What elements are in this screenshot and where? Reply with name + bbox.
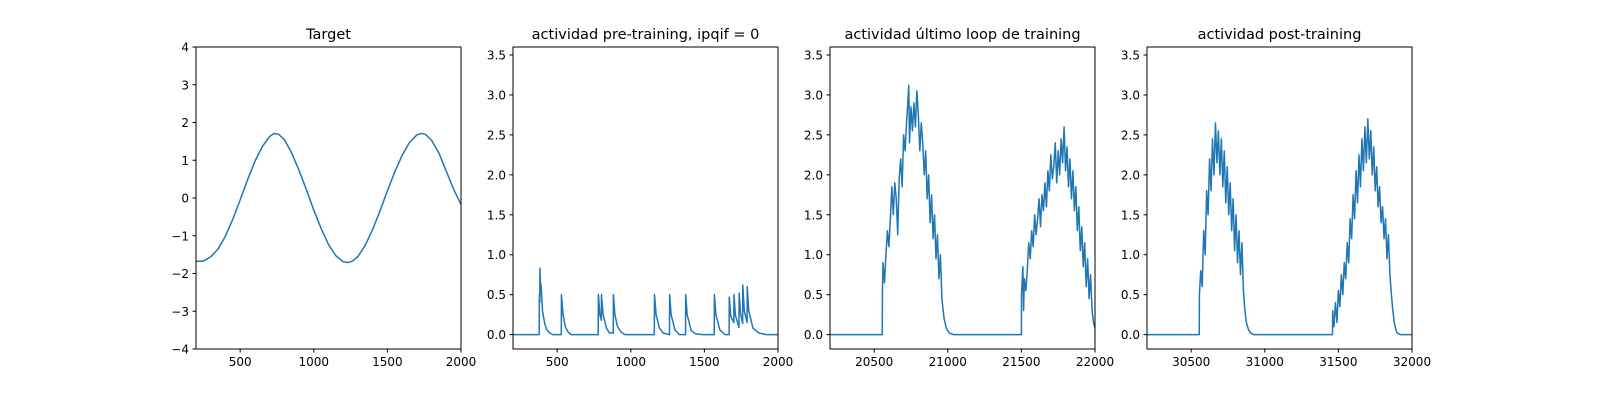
subplot-title: actividad pre-training, ipqif = 0: [532, 27, 760, 43]
y-tick-label: 3.0: [804, 88, 823, 102]
subplot-target: Target 500 1000 1500 2000 −4 −3 −2 −1 0 1 2 3 4: [171, 27, 476, 369]
y-tick-label: 1.0: [804, 248, 823, 262]
y-tick-label: 2: [181, 116, 189, 130]
y-tick-label: 0: [181, 192, 189, 206]
subplot-last-training-loop: actividad último loop de training 20500 2…: [804, 27, 1114, 369]
series-line-0: [1147, 118, 1412, 336]
series-line-0: [830, 84, 1095, 336]
x-tick-label: 2000: [763, 355, 794, 369]
x-tick-label: 20500: [855, 355, 893, 369]
y-tick-label: 1: [181, 154, 189, 168]
y-tick-label: 3: [181, 78, 189, 92]
plot-area: [1147, 118, 1412, 336]
y-tick-label: −2: [171, 267, 189, 281]
subplot-pre-training: actividad pre-training, ipqif = 0 500 100…: [487, 27, 793, 369]
y-tick-label: 0.5: [487, 288, 506, 302]
y-tick-label: 2.5: [1121, 128, 1140, 142]
x-tick-label: 500: [229, 355, 252, 369]
y-tick-label: 4: [181, 41, 189, 55]
x-axis: 500 1000 1500 2000: [546, 349, 794, 369]
subplot-post-training: actividad post-training 30500 31000 31500 3…: [1121, 27, 1431, 369]
x-tick-label: 1000: [299, 355, 330, 369]
y-tick-label: 2.0: [1121, 168, 1140, 182]
axes-frame: [512, 46, 779, 350]
x-tick-label: 21000: [929, 355, 967, 369]
plot-area: [196, 132, 461, 264]
x-axis: 500 1000 1500 2000: [229, 349, 477, 369]
y-tick-label: 0.5: [804, 288, 823, 302]
x-tick-label: 30500: [1172, 355, 1210, 369]
y-tick-label: 0.0: [1121, 328, 1140, 342]
plot-area: [513, 267, 778, 336]
x-tick-label: 31500: [1319, 355, 1357, 369]
series-line-0: [196, 132, 461, 264]
y-tick-label: 3.5: [1121, 48, 1140, 62]
y-tick-label: 3.5: [487, 48, 506, 62]
x-tick-label: 31000: [1246, 355, 1284, 369]
x-tick-label: 32000: [1393, 355, 1431, 369]
y-tick-label: −3: [171, 305, 189, 319]
y-tick-label: 1.5: [804, 208, 823, 222]
subplot-title: Target: [305, 27, 351, 43]
y-tick-label: 2.5: [487, 128, 506, 142]
subplot-title: actividad último loop de training: [844, 27, 1080, 43]
subplot-title: actividad post-training: [1198, 27, 1362, 43]
y-axis: 0.0 0.5 1.0 1.5 2.0 2.5 3.0 3.5: [804, 48, 830, 342]
y-tick-label: 3.0: [1121, 88, 1140, 102]
y-tick-label: 0.0: [804, 328, 823, 342]
x-tick-label: 1500: [689, 355, 720, 369]
y-tick-label: −1: [171, 229, 189, 243]
x-tick-label: 22000: [1076, 355, 1114, 369]
y-tick-label: 2.5: [804, 128, 823, 142]
x-tick-label: 1500: [372, 355, 403, 369]
axes-frame: [829, 46, 1096, 350]
y-tick-label: 1.0: [487, 248, 506, 262]
y-axis: 0.0 0.5 1.0 1.5 2.0 2.5 3.0 3.5: [1121, 48, 1147, 342]
plot-area: [830, 84, 1095, 336]
y-tick-label: 1.0: [1121, 248, 1140, 262]
y-tick-label: 2.0: [487, 168, 506, 182]
x-axis: 30500 31000 31500 32000: [1172, 349, 1431, 369]
series-line-0: [513, 267, 778, 336]
y-tick-label: 2.0: [804, 168, 823, 182]
y-tick-label: 3.0: [487, 88, 506, 102]
x-tick-label: 21500: [1002, 355, 1040, 369]
y-axis: −4 −3 −2 −1 0 1 2 3 4: [171, 41, 196, 357]
x-tick-label: 1000: [616, 355, 647, 369]
y-tick-label: 1.5: [487, 208, 506, 222]
y-tick-label: −4: [171, 343, 189, 357]
x-axis: 20500 21000 21500 22000: [855, 349, 1114, 369]
y-tick-label: 0.0: [487, 328, 506, 342]
y-tick-label: 0.5: [1121, 288, 1140, 302]
x-tick-label: 500: [546, 355, 569, 369]
y-tick-label: 3.5: [804, 48, 823, 62]
y-axis: 0.0 0.5 1.0 1.5 2.0 2.5 3.0 3.5: [487, 48, 513, 342]
x-tick-label: 2000: [446, 355, 477, 369]
y-tick-label: 1.5: [1121, 208, 1140, 222]
axes-frame: [1146, 46, 1413, 350]
